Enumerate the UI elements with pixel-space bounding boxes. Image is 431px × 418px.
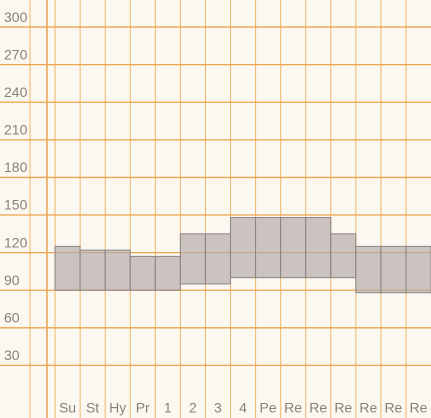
x-tick-label: Hy: [109, 400, 126, 416]
y-tick-label: 210: [4, 122, 28, 138]
x-tick-label: Re: [410, 400, 428, 416]
x-tick-label: Pe: [260, 400, 277, 416]
y-tick-label: 150: [4, 197, 28, 213]
range-bar: [380, 245, 407, 294]
y-tick-label: 240: [4, 84, 28, 100]
x-tick-label: Re: [384, 400, 402, 416]
x-tick-label: Re: [309, 400, 327, 416]
range-bar: [179, 233, 206, 285]
range-bar: [355, 245, 382, 294]
x-tick-label: Re: [284, 400, 302, 416]
range-bar: [280, 217, 307, 279]
x-tick-label: 1: [164, 400, 172, 416]
y-tick-label: 60: [4, 310, 20, 326]
range-bar: [79, 249, 106, 291]
x-tick-label: 2: [189, 400, 197, 416]
range-bar: [405, 245, 431, 294]
range-bar: [204, 233, 231, 285]
range-bar: [330, 233, 357, 279]
y-tick-label: 30: [4, 347, 20, 363]
range-bar: [305, 217, 332, 279]
y-tick-label: 120: [4, 234, 28, 250]
x-tick-label: Su: [59, 400, 76, 416]
x-tick-label: St: [86, 400, 99, 416]
range-bar: [54, 245, 81, 291]
range-bar: [154, 255, 181, 291]
x-tick-label: Re: [359, 400, 377, 416]
x-tick-label: 4: [239, 400, 247, 416]
range-bar: [229, 217, 257, 279]
range-bar: [129, 255, 156, 291]
y-tick-label: 270: [4, 46, 28, 62]
x-tick-label: Re: [334, 400, 352, 416]
x-tick-label: 3: [214, 400, 222, 416]
y-tick-label: 90: [4, 272, 20, 288]
range-bar: [104, 249, 131, 291]
y-tick-label: 180: [4, 159, 28, 175]
y-tick-label: 300: [4, 9, 28, 25]
x-tick-label: Pr: [136, 400, 150, 416]
range-bar: [255, 217, 282, 279]
